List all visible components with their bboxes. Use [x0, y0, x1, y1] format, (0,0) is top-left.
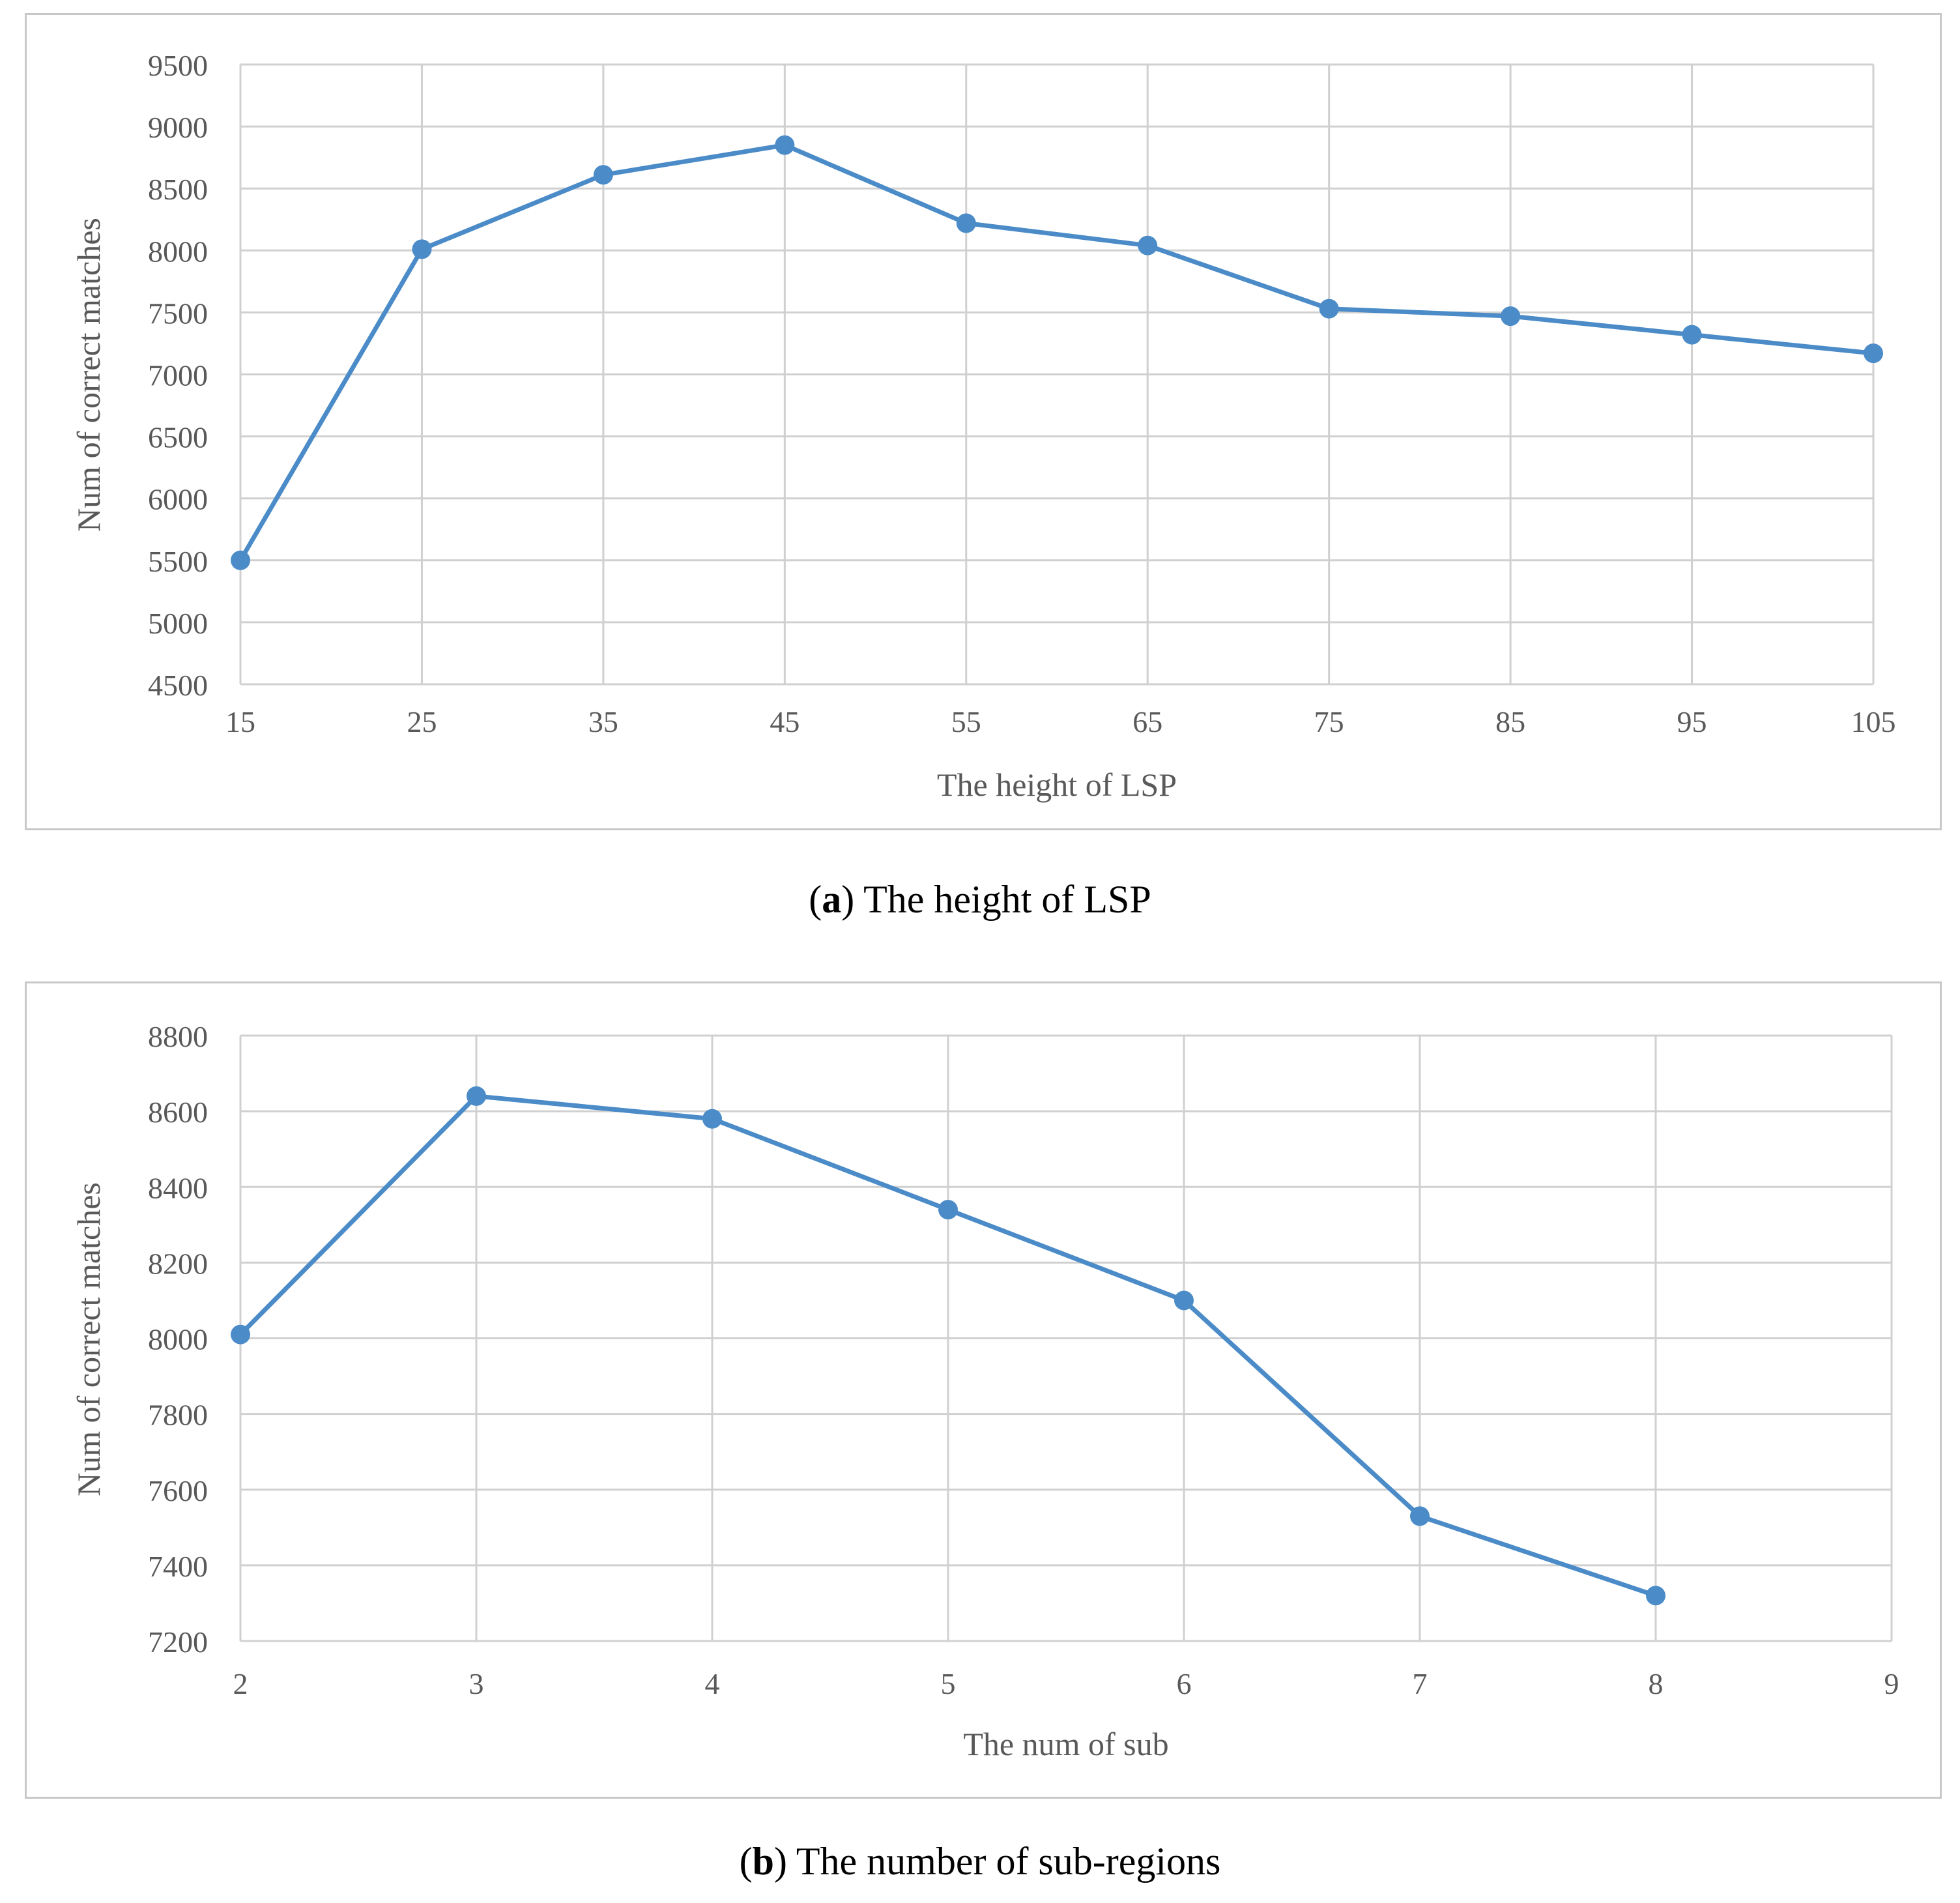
y-tick-label: 6000 — [148, 483, 208, 516]
data-point — [467, 1086, 486, 1106]
data-point — [1682, 325, 1702, 345]
series-line-a — [238, 143, 1876, 563]
x-axis-title: The height of LSP — [937, 766, 1177, 803]
y-tick-label: 8500 — [148, 173, 208, 206]
caption-b: (b) The number of sub-regions — [739, 1840, 1221, 1883]
data-point — [956, 213, 976, 233]
data-point — [1864, 343, 1883, 364]
y-tick-label: 8000 — [148, 235, 208, 268]
data-point — [775, 135, 795, 155]
y-tick-label: 8600 — [148, 1096, 208, 1129]
x-tick-label: 7 — [1413, 1667, 1428, 1700]
x-tick-label: 3 — [469, 1667, 484, 1700]
x-tick-label: 55 — [951, 705, 981, 738]
x-tick-label: 25 — [407, 705, 437, 738]
data-point — [1410, 1506, 1430, 1526]
line-chart-b: 7200 7400 7600 7800 8000 8200 8400 8600 8800 2 3 4 5… — [70, 1020, 1899, 1762]
x-tick-label: 45 — [770, 705, 800, 738]
y-tick-label: 5000 — [148, 607, 208, 640]
y-tick-label: 6500 — [148, 421, 208, 454]
caption-a-text: The height of LSP — [863, 878, 1151, 921]
caption-b-letter: b — [752, 1840, 774, 1883]
data-point — [231, 1324, 250, 1344]
y-tick-label: 8400 — [148, 1171, 208, 1204]
y-tick-label: 8800 — [148, 1020, 208, 1053]
data-point — [938, 1200, 958, 1220]
y-tick-label: 7200 — [148, 1625, 208, 1659]
data-point — [593, 165, 613, 185]
data-point — [1319, 298, 1339, 319]
data-point — [1174, 1290, 1194, 1311]
y-axis-title: Num of correct matches — [70, 1182, 107, 1496]
x-axis-title: The num of sub — [963, 1726, 1168, 1762]
data-point — [231, 550, 250, 570]
y-tick-label: 7800 — [148, 1399, 208, 1432]
data-point — [1501, 306, 1521, 327]
caption-a-letter: a — [822, 878, 842, 921]
y-axis-title: Num of correct matches — [70, 218, 107, 532]
data-point — [702, 1109, 722, 1129]
chart-panel-b: 7200 7400 7600 7800 8000 8200 8400 8600 8800 2 3 4 5… — [25, 981, 1942, 1799]
line-chart-a: 4500 5000 5500 6000 6500 7000 7500 8000 8500 9000… — [70, 49, 1896, 803]
caption-b-text: The number of sub-regions — [796, 1840, 1221, 1883]
y-tick-label: 7600 — [148, 1474, 208, 1507]
y-tick-label: 8200 — [148, 1247, 208, 1280]
x-tick-label: 9 — [1884, 1667, 1899, 1700]
x-tick-label: 65 — [1132, 705, 1162, 738]
y-tick-label: 8000 — [148, 1323, 208, 1356]
data-point — [1646, 1586, 1665, 1606]
y-tick-label: 9500 — [148, 49, 208, 82]
x-tick-label: 5 — [941, 1667, 956, 1700]
x-tick-label: 35 — [588, 705, 618, 738]
x-tick-label: 85 — [1495, 705, 1525, 738]
x-tick-label: 95 — [1677, 705, 1707, 738]
y-tick-label: 9000 — [148, 111, 208, 144]
gridlines-a — [239, 63, 1875, 686]
caption-a: (a) The height of LSP — [809, 878, 1151, 921]
data-point — [412, 239, 432, 259]
x-tick-label: 2 — [233, 1667, 248, 1700]
x-tick-label: 105 — [1851, 705, 1896, 738]
y-tick-label: 7000 — [148, 359, 208, 392]
x-tick-label: 15 — [225, 705, 255, 738]
x-tick-label: 6 — [1177, 1667, 1192, 1700]
y-tick-label: 7500 — [148, 297, 208, 330]
x-tick-label: 8 — [1649, 1667, 1664, 1700]
y-tick-label: 5500 — [148, 545, 208, 578]
y-tick-label: 7400 — [148, 1550, 208, 1583]
x-tick-label: 75 — [1314, 705, 1344, 738]
y-tick-label: 4500 — [148, 669, 208, 702]
data-point — [1138, 235, 1158, 255]
chart-panel-a: 4500 5000 5500 6000 6500 7000 7500 8000 8500 9000… — [25, 13, 1942, 830]
gridlines-b — [239, 1034, 1893, 1642]
x-tick-label: 4 — [705, 1667, 720, 1700]
